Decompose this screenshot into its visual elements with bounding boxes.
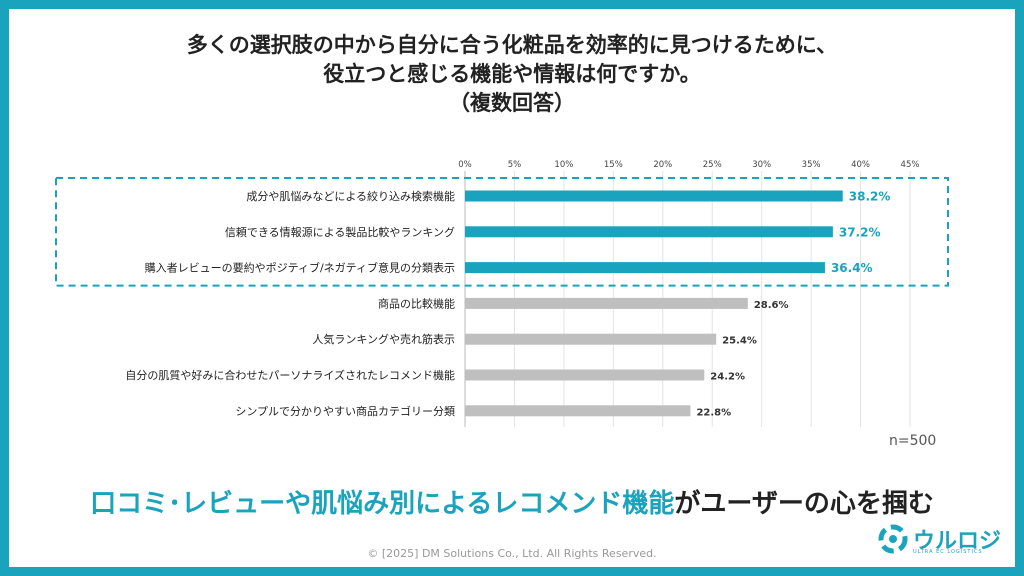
- category-label: 自分の肌質や好みに合わせたパーソナライズされたレコメンド機能: [125, 368, 455, 382]
- tick-label: 30%: [752, 160, 771, 170]
- title-line-3: （複数回答）: [449, 91, 575, 115]
- value-label: 25.4%: [722, 336, 757, 347]
- value-label: 28.6%: [754, 300, 789, 311]
- value-label: 38.2%: [849, 190, 891, 204]
- category-label: 商品の比較機能: [378, 296, 455, 310]
- tick-label: 10%: [554, 160, 573, 170]
- logo-mark-icon: [878, 524, 908, 554]
- tick-label: 25%: [703, 160, 722, 170]
- tick-label: 40%: [851, 160, 870, 170]
- category-label: 購入者レビューの要約やポジティブ/ネガティブ意見の分類表示: [145, 261, 455, 275]
- tick-label: 0%: [458, 160, 472, 170]
- bar: [465, 226, 833, 238]
- chart-title: 多くの選択肢の中から自分に合う化粧品を効率的に見つけるために、 役立つと感じる機…: [9, 31, 1015, 118]
- tick-label: 45%: [901, 160, 920, 170]
- headline: 口コミ･レビューや肌悩み別によるレコメンド機能がユーザーの心を掴む: [9, 483, 1015, 520]
- tick-label: 15%: [604, 160, 623, 170]
- value-label: 36.4%: [831, 261, 873, 275]
- category-label: シンプルで分かりやすい商品カテゴリー分類: [235, 404, 455, 418]
- title-line-2: 役立つと感じる機能や情報は何ですか。: [323, 62, 701, 86]
- bar-chart: 0% 5% 10% 15% 20% 25% 30% 35% 40% 45% 成分や肌悩みなどによる絞…: [55, 160, 949, 427]
- bar: [465, 297, 748, 309]
- sample-size-label: n=500: [889, 433, 937, 449]
- bar: [465, 333, 717, 345]
- value-label: 37.2%: [839, 225, 881, 239]
- tick-label: 35%: [802, 160, 821, 170]
- category-label: 人気ランキングや売れ筋表示: [312, 332, 455, 346]
- tick-label: 20%: [653, 160, 672, 170]
- value-label: 22.8%: [696, 407, 731, 418]
- highlight-dashed-frame: [55, 177, 949, 287]
- bar: [465, 262, 825, 274]
- company-logo: ウルロジ ULTRA EC LOGISTICS: [877, 523, 1001, 563]
- category-label: 成分や肌悩みなどによる絞り込み検索機能: [246, 189, 455, 203]
- bar: [465, 190, 843, 202]
- slide-frame: 多くの選択肢の中から自分に合う化粧品を効率的に見つけるために、 役立つと感じる機…: [9, 9, 1015, 567]
- headline-rest: がユーザーの心を掴む: [674, 489, 934, 519]
- headline-highlight: 口コミ･レビューや肌悩み別によるレコメンド機能: [90, 489, 675, 519]
- title-line-1: 多くの選択肢の中から自分に合う化粧品を効率的に見つけるために、: [186, 33, 838, 57]
- value-label: 24.2%: [710, 372, 745, 383]
- tick-label: 5%: [508, 160, 522, 170]
- bar: [465, 405, 691, 417]
- bar: [465, 369, 705, 381]
- logo-name: ウルロジ: [913, 529, 1002, 554]
- category-label: 信頼できる情報源による製品比較やランキング: [225, 225, 455, 239]
- copyright-text: © [2025] DM Solutions Co., Ltd. All Righ…: [367, 547, 657, 560]
- logo-subtitle: ULTRA EC LOGISTICS: [913, 549, 983, 555]
